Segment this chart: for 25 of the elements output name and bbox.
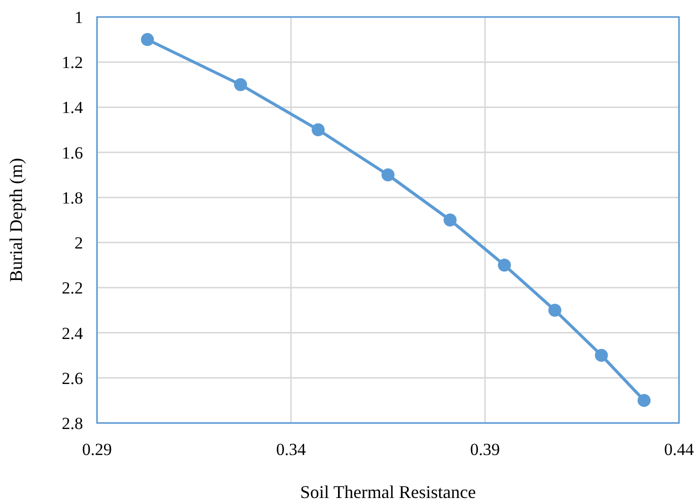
- y-tick-label: 2.6: [62, 368, 83, 388]
- point: [312, 123, 325, 136]
- y-tick-label: 1.2: [62, 53, 83, 72]
- y-tick-label: 1.6: [62, 143, 83, 162]
- point: [498, 258, 511, 272]
- point: [444, 214, 457, 226]
- point: [382, 168, 394, 182]
- point: [234, 78, 248, 92]
- x-tick-label: 0.44: [664, 440, 694, 459]
- y-tick-label: 2.2: [62, 278, 83, 298]
- x-axis-title: Soil Thermal Resistance: [300, 482, 476, 502]
- x-tick-label: 0.39: [470, 440, 500, 459]
- y-tick-label: 2.8: [62, 414, 83, 433]
- point: [548, 304, 562, 317]
- x-tick-label: 0.34: [276, 440, 306, 459]
- point: [140, 33, 154, 46]
- point: [594, 348, 608, 362]
- x-tick-label: 0.29: [82, 440, 112, 459]
- y-tick-label: 1.8: [62, 188, 83, 208]
- y-tick-label: 1.4: [62, 98, 84, 118]
- y-axis-title: Burial Depth (m): [6, 158, 26, 282]
- y-tick-label: 2: [74, 234, 83, 253]
- y-tick-label: 1: [74, 8, 83, 27]
- y-tick-label: 2.4: [62, 324, 84, 343]
- point: [638, 394, 651, 407]
